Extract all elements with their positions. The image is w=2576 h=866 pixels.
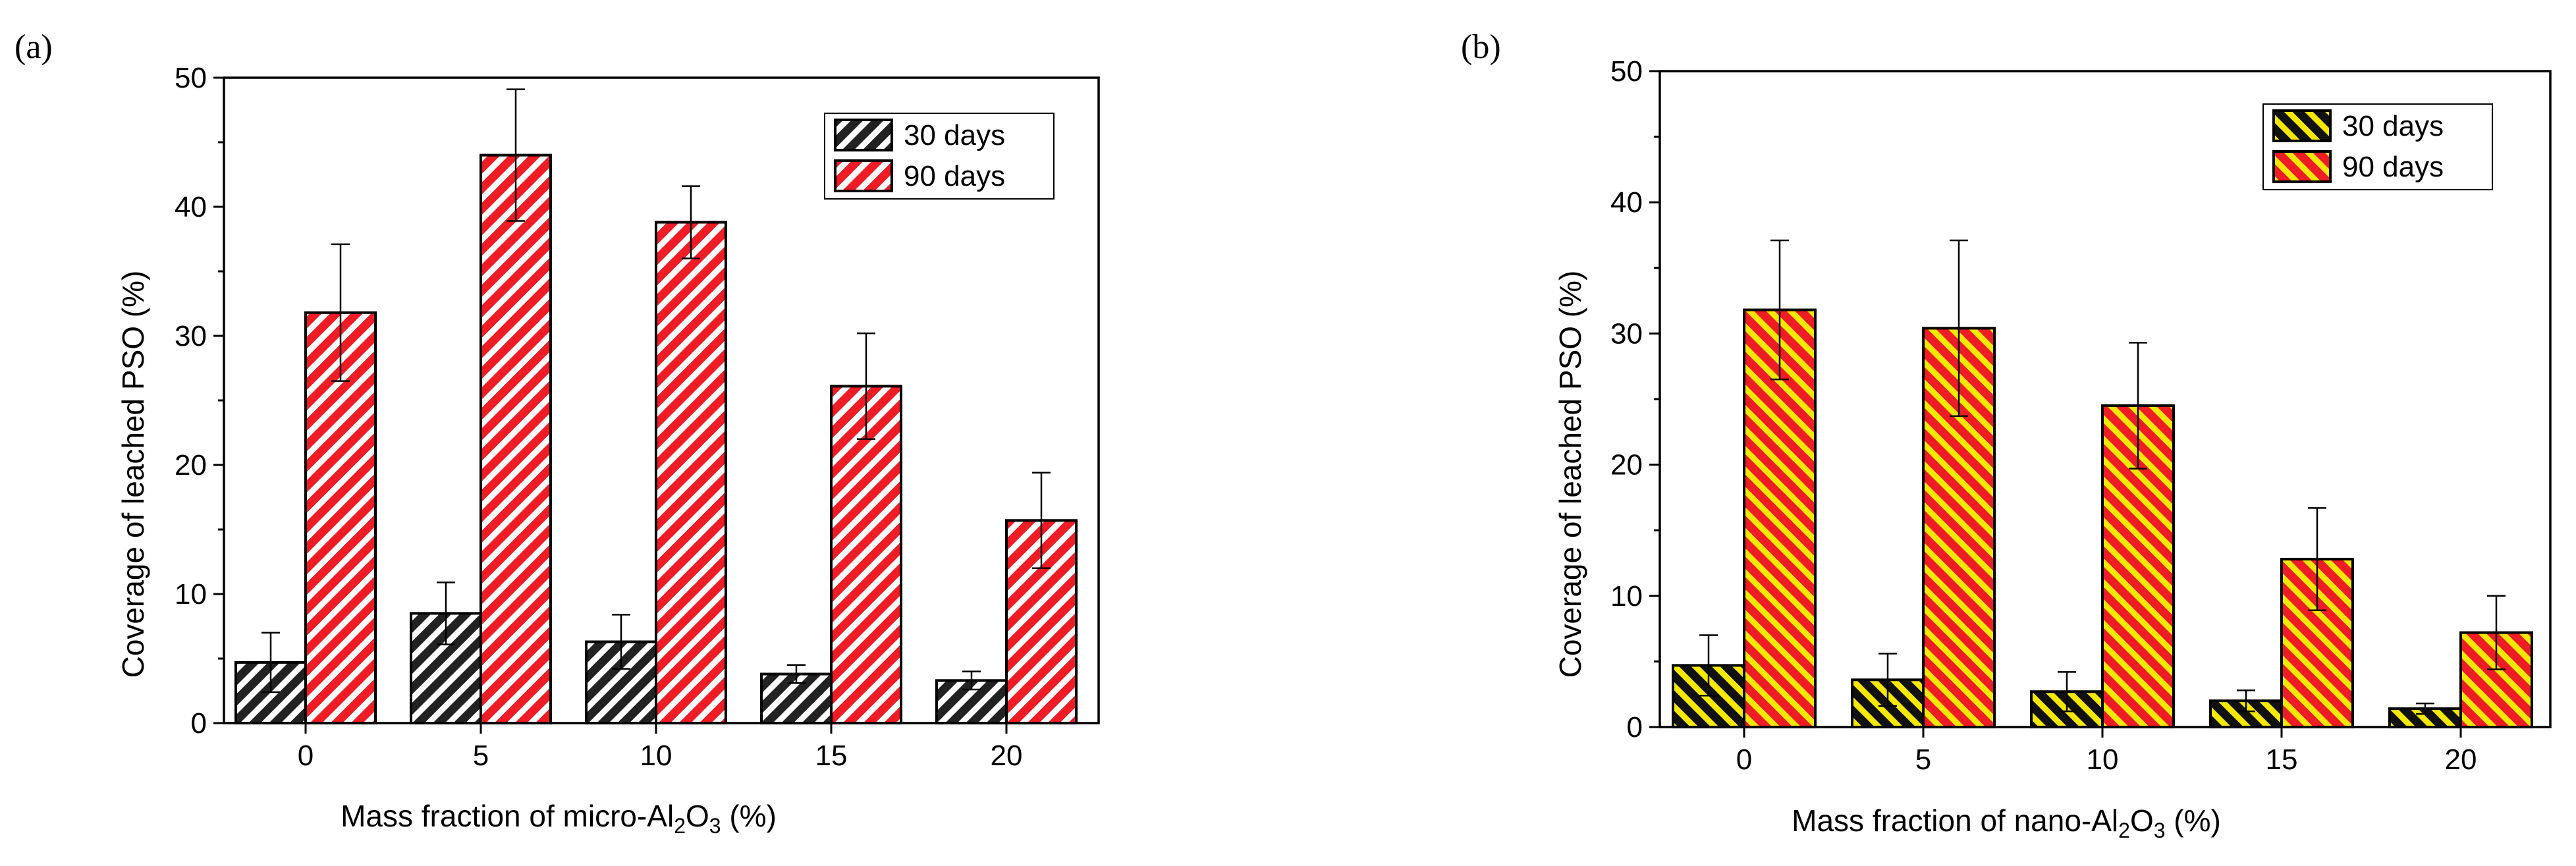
panel-label-b: (b) [1461, 28, 1501, 66]
y-tick-label-b: 40 [1610, 186, 1643, 219]
error-bar-90-days-0-a [331, 243, 350, 382]
x-tick-label-a: 0 [298, 740, 314, 772]
x-axis-title-b: Mass fraction of nano-Al2O3 (%) [1792, 803, 2221, 842]
y-tick-label-b: 50 [1610, 55, 1643, 88]
legend-label-30-days-a: 30 days [904, 119, 1005, 151]
legend-b: 30 days 90 days [2262, 103, 2493, 190]
x-tick-label-b: 0 [1736, 744, 1752, 776]
y-tick-label-a: 40 [175, 191, 207, 223]
y-tick-label-a: 30 [175, 320, 207, 352]
y-tick-label-b: 20 [1610, 449, 1643, 481]
legend-swatch-30-days-b [2272, 109, 2332, 142]
error-bar-90-days-10-b [2129, 342, 2147, 470]
error-bar-90-days-5-a [507, 88, 525, 222]
x-tick-label-a: 20 [991, 740, 1023, 772]
error-bar-90-days-0-b [1770, 239, 1789, 381]
legend-swatch-90-days-a [834, 159, 893, 192]
x-tick-label-a: 5 [473, 740, 489, 772]
x-axis-title-a: Mass fraction of micro-Al2O3 (%) [341, 799, 777, 838]
bar-90-days-10-a [655, 221, 727, 724]
x-tick-label-b: 20 [2445, 744, 2477, 776]
error-bar-30-days-20-a [962, 670, 981, 691]
error-bar-90-days-15-b [2308, 507, 2326, 611]
error-bar-30-days-15-a [787, 664, 806, 684]
panel-label-a: (a) [14, 28, 53, 66]
legend-label-90-days-b: 90 days [2342, 151, 2444, 183]
y-tick-label-b: 10 [1610, 580, 1643, 612]
error-bar-30-days-0-a [261, 632, 280, 693]
legend-label-30-days-b: 30 days [2342, 110, 2444, 142]
error-bar-30-days-10-a [612, 614, 630, 670]
y-axis-title-b: Coverage of leached PSO (%) [1553, 271, 1587, 678]
legend-a: 30 days 90 days [824, 113, 1055, 200]
error-bar-30-days-20-b [2416, 702, 2434, 715]
y-tick-label-a: 0 [191, 707, 207, 740]
plot-frame-b [1658, 70, 2552, 728]
y-tick-label-b: 0 [1627, 711, 1643, 744]
error-bar-90-days-5-b [1950, 239, 1968, 418]
legend-swatch-30-days-a [834, 119, 893, 151]
y-axis-title-a: Coverage of leached PSO (%) [116, 271, 150, 678]
x-tick-label-a: 10 [640, 740, 672, 772]
y-tick-label-a: 50 [175, 62, 207, 94]
error-bar-90-days-15-a [857, 332, 875, 441]
panel-a: (a) Coverage of leached PSO (%) Mass fra… [14, 28, 1100, 838]
error-bar-30-days-10-b [2058, 671, 2076, 713]
y-tick-label-b: 30 [1610, 317, 1643, 350]
error-bar-30-days-15-b [2237, 689, 2255, 713]
legend-swatch-90-days-b [2272, 150, 2332, 183]
legend-label-90-days-a: 90 days [904, 160, 1005, 192]
y-tick-label-a: 20 [175, 449, 207, 481]
x-tick-label-b: 15 [2266, 744, 2298, 776]
error-bar-30-days-5-b [1878, 653, 1897, 707]
error-bar-90-days-10-a [682, 185, 700, 259]
x-tick-label-a: 15 [815, 740, 848, 772]
x-tick-label-b: 5 [1915, 744, 1931, 776]
bar-90-days-5-a [480, 153, 552, 725]
error-bar-30-days-5-a [437, 582, 455, 645]
error-bar-90-days-20-b [2487, 595, 2506, 670]
y-tick-label-a: 10 [175, 578, 207, 610]
error-bar-30-days-0-b [1699, 634, 1718, 697]
plot-frame-a [223, 76, 1100, 724]
error-bar-90-days-20-a [1032, 472, 1051, 570]
panel-b: (b) Coverage of leached PSO (%) Mass fra… [1461, 28, 2552, 842]
x-tick-label-b: 10 [2087, 744, 2119, 776]
